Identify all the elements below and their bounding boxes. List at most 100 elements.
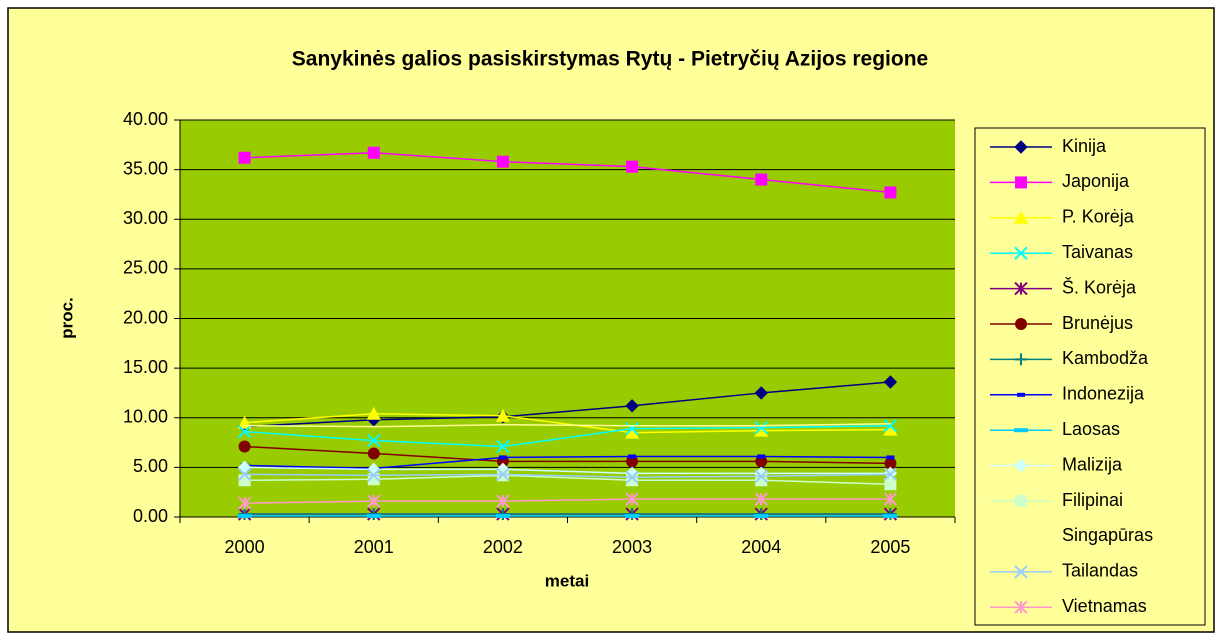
data-point xyxy=(367,433,381,448)
x-tick-label: 2004 xyxy=(741,537,781,557)
legend-marker xyxy=(1014,458,1028,473)
legend-label: Laosas xyxy=(1062,419,1120,439)
data-point xyxy=(367,473,380,486)
series-line xyxy=(244,381,891,428)
series-line xyxy=(244,422,891,428)
legend-marker xyxy=(1014,281,1028,296)
series-line xyxy=(244,466,891,475)
data-point xyxy=(754,386,768,400)
legend-label: Japonija xyxy=(1062,171,1130,191)
data-point xyxy=(755,474,768,487)
series-line xyxy=(244,413,891,434)
y-tick-label: 35.00 xyxy=(123,158,168,178)
legend-marker xyxy=(1015,495,1027,507)
data-point xyxy=(883,514,898,519)
legend-label: P. Korėja xyxy=(1062,207,1135,227)
legend-label: Brunėjus xyxy=(1062,313,1133,333)
legend-marker xyxy=(1014,140,1028,154)
legend-label: Vietnamas xyxy=(1062,596,1147,616)
data-point xyxy=(367,468,381,483)
series-line xyxy=(244,498,891,504)
series-line xyxy=(244,424,891,448)
y-tick-label: 0.00 xyxy=(133,506,168,526)
data-point xyxy=(367,494,381,508)
data-point xyxy=(238,474,251,487)
data-point xyxy=(496,494,510,508)
legend-marker xyxy=(1015,176,1027,189)
data-point xyxy=(884,457,897,470)
data-point xyxy=(367,146,380,159)
data-point xyxy=(754,423,769,437)
legend-marker xyxy=(1014,428,1028,433)
data-point xyxy=(366,514,381,519)
series-line xyxy=(244,455,891,470)
legend-box xyxy=(974,127,1206,626)
data-point xyxy=(625,514,640,519)
data-point xyxy=(367,447,380,460)
data-point xyxy=(625,492,639,506)
x-tick-label: 2003 xyxy=(612,537,652,557)
data-point xyxy=(754,514,769,519)
data-point xyxy=(883,375,898,389)
data-point xyxy=(237,514,252,519)
legend-marker xyxy=(1014,210,1028,224)
x-axis-label: metai xyxy=(545,571,589,590)
x-tick-label: 2000 xyxy=(225,537,265,557)
y-tick-label: 5.00 xyxy=(133,456,168,476)
data-point xyxy=(237,424,252,439)
data-point xyxy=(883,422,898,436)
data-point xyxy=(886,455,895,460)
data-point xyxy=(495,408,510,422)
series-line xyxy=(244,152,891,194)
y-axis-label: proc. xyxy=(57,297,76,339)
legend-label: Tailandas xyxy=(1062,561,1138,581)
legend-label: Indonezija xyxy=(1062,384,1145,404)
data-point xyxy=(883,492,898,506)
data-point xyxy=(883,467,898,482)
data-point xyxy=(496,439,510,454)
y-tick-label: 15.00 xyxy=(123,357,168,377)
data-point xyxy=(498,455,507,460)
data-point xyxy=(625,470,639,485)
legend-marker xyxy=(1014,246,1028,260)
legend-label: Taivanas xyxy=(1062,242,1133,262)
series-line xyxy=(244,473,891,479)
data-point xyxy=(366,406,381,420)
data-point xyxy=(626,160,639,173)
legend-label: Š. Korėja xyxy=(1062,276,1137,297)
data-point xyxy=(237,496,252,510)
data-point xyxy=(495,514,510,519)
data-point xyxy=(496,467,510,482)
data-point xyxy=(754,469,768,484)
x-tick-label: 2002 xyxy=(483,537,523,557)
data-point xyxy=(625,421,639,436)
data-point xyxy=(755,173,768,186)
data-point xyxy=(496,155,509,168)
legend-label: Kambodža xyxy=(1062,348,1149,368)
data-point xyxy=(628,454,637,459)
data-point xyxy=(625,425,640,439)
data-point xyxy=(883,418,898,433)
data-point xyxy=(754,420,768,435)
legend-label: Singapūras xyxy=(1062,525,1153,545)
y-tick-label: 10.00 xyxy=(123,407,168,427)
y-tick-label: 40.00 xyxy=(123,109,168,129)
y-tick-label: 25.00 xyxy=(123,258,168,278)
chart-title: Sanykinės galios pasiskirstymas Rytų - P… xyxy=(292,48,928,71)
legend-label: Filipinai xyxy=(1062,490,1123,510)
data-point xyxy=(754,492,768,506)
data-point xyxy=(884,478,897,491)
x-tick-label: 2001 xyxy=(354,537,394,557)
y-tick-label: 30.00 xyxy=(123,208,168,228)
data-point xyxy=(757,454,766,459)
legend-marker xyxy=(1017,392,1025,397)
data-point xyxy=(238,151,251,164)
legend-marker xyxy=(1014,565,1028,579)
x-tick-label: 2005 xyxy=(870,537,910,557)
legend-marker xyxy=(1014,600,1028,614)
legend-marker xyxy=(1015,353,1027,366)
series-line xyxy=(244,474,891,485)
series-line xyxy=(244,445,891,465)
y-tick-label: 20.00 xyxy=(123,307,168,327)
